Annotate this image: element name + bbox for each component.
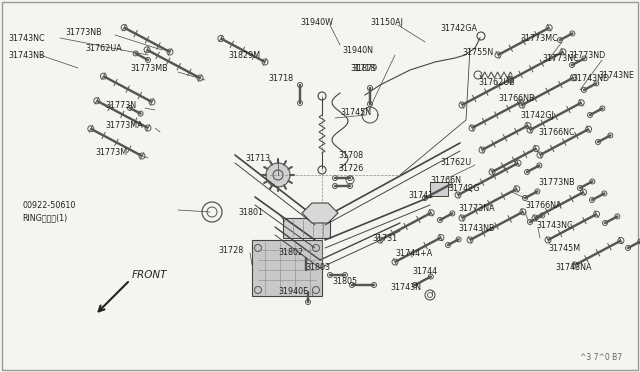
Bar — [430, 182, 448, 196]
Polygon shape — [283, 218, 330, 238]
Text: 31879: 31879 — [352, 64, 377, 73]
Text: 31743NB: 31743NB — [458, 224, 495, 232]
Text: 31773MB: 31773MB — [130, 64, 168, 73]
Text: 31773NC: 31773NC — [542, 54, 579, 62]
Text: 31742GJ: 31742GJ — [520, 110, 554, 119]
Text: 31773MC: 31773MC — [520, 33, 557, 42]
Polygon shape — [302, 203, 338, 223]
Text: RINGリング(1): RINGリング(1) — [22, 214, 67, 222]
Text: 31773MA: 31773MA — [105, 121, 143, 129]
Text: 31803: 31803 — [305, 263, 330, 273]
Text: 31773N: 31773N — [105, 100, 136, 109]
Text: 31773NA: 31773NA — [458, 203, 495, 212]
Text: 31766NB: 31766NB — [498, 93, 534, 103]
Text: 31726: 31726 — [338, 164, 364, 173]
Text: 31743NC: 31743NC — [8, 33, 45, 42]
Text: 31766NA: 31766NA — [525, 201, 561, 209]
Text: 31829M: 31829M — [228, 51, 260, 60]
Text: 31773NB: 31773NB — [65, 28, 102, 36]
Text: 31718: 31718 — [268, 74, 293, 83]
Text: 31744: 31744 — [412, 267, 437, 276]
Text: ^3 7^0 B7: ^3 7^0 B7 — [580, 353, 622, 362]
Text: 31708: 31708 — [338, 151, 363, 160]
Text: 31940E: 31940E — [278, 288, 308, 296]
Polygon shape — [252, 240, 322, 296]
Text: 31762UA: 31762UA — [85, 44, 122, 52]
Text: FRONT: FRONT — [132, 270, 168, 280]
Text: 31802: 31802 — [278, 247, 303, 257]
Text: 31773ND: 31773ND — [568, 51, 605, 60]
Text: 31743NB: 31743NB — [8, 51, 45, 60]
Text: 31766N: 31766N — [430, 176, 461, 185]
Text: 31718: 31718 — [350, 64, 375, 73]
Text: 31744+A: 31744+A — [395, 250, 432, 259]
Text: 31150AJ: 31150AJ — [370, 17, 403, 26]
Text: 31940N: 31940N — [342, 45, 373, 55]
Text: 31766NC: 31766NC — [538, 128, 575, 137]
Text: 31743NC: 31743NC — [536, 221, 573, 230]
Text: 31755N: 31755N — [462, 48, 493, 57]
Text: 31745M: 31745M — [548, 244, 580, 253]
Text: 31745N: 31745N — [340, 108, 371, 116]
Text: 31762UB: 31762UB — [478, 77, 515, 87]
Text: 31731: 31731 — [372, 234, 397, 243]
Circle shape — [266, 163, 290, 187]
Text: 31743N: 31743N — [390, 283, 421, 292]
Text: 31743NE: 31743NE — [598, 71, 634, 80]
Text: 31742GA: 31742GA — [440, 23, 477, 32]
Text: 00922-50610: 00922-50610 — [22, 201, 76, 209]
Text: 31805: 31805 — [332, 278, 357, 286]
Text: 31773M: 31773M — [95, 148, 127, 157]
Text: 31713: 31713 — [245, 154, 270, 163]
Text: 31743NA: 31743NA — [555, 263, 591, 273]
Text: 31741: 31741 — [408, 190, 433, 199]
Text: 31728: 31728 — [218, 246, 243, 254]
Text: 31773NB: 31773NB — [538, 177, 575, 186]
Text: 31742G: 31742G — [448, 183, 479, 192]
Text: 31762U: 31762U — [440, 157, 471, 167]
Text: 31743ND: 31743ND — [572, 74, 609, 83]
Text: 31801: 31801 — [238, 208, 263, 217]
Text: 31940W: 31940W — [300, 17, 333, 26]
